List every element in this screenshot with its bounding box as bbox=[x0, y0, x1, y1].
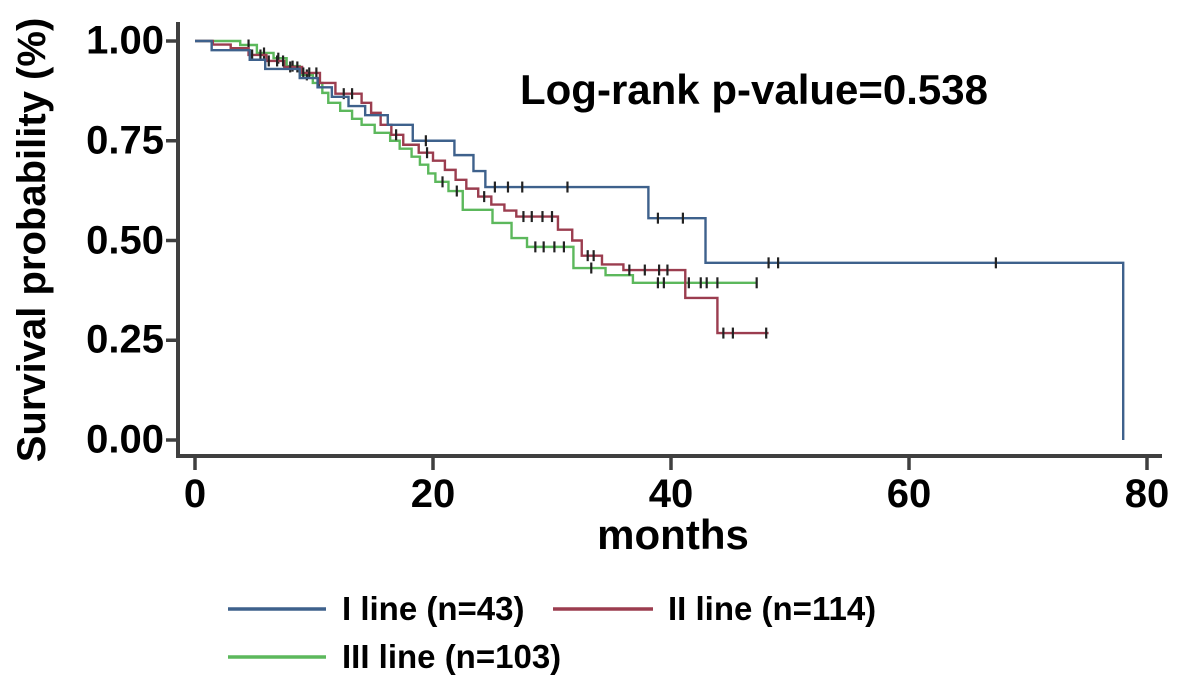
survival-curve-2 bbox=[195, 39, 769, 335]
y-tick-label: 0.50 bbox=[86, 218, 164, 262]
x-tick-label: 0 bbox=[183, 472, 207, 516]
x-axis-title: months bbox=[597, 511, 749, 558]
x-tick-label: 20 bbox=[410, 472, 456, 516]
y-tick-label: 0.25 bbox=[86, 317, 164, 362]
log-rank-annotation: Log-rank p-value=0.538 bbox=[519, 66, 989, 113]
legend-label: I line (n=43) bbox=[342, 590, 525, 627]
legend-label: II line (n=114) bbox=[668, 590, 877, 627]
y-tick-label: 1.00 bbox=[86, 18, 164, 63]
survival-curve-1 bbox=[195, 39, 1125, 440]
x-tick-label: 80 bbox=[1124, 472, 1170, 516]
legend-label: III line (n=103) bbox=[342, 638, 562, 675]
x-tick-label: 60 bbox=[886, 472, 932, 516]
y-tick-label: 0.75 bbox=[86, 118, 164, 163]
y-tick-label: 0.00 bbox=[86, 417, 164, 462]
x-tick-label: 40 bbox=[648, 472, 694, 516]
y-axis-title: Survival probability (%) bbox=[10, 17, 54, 463]
